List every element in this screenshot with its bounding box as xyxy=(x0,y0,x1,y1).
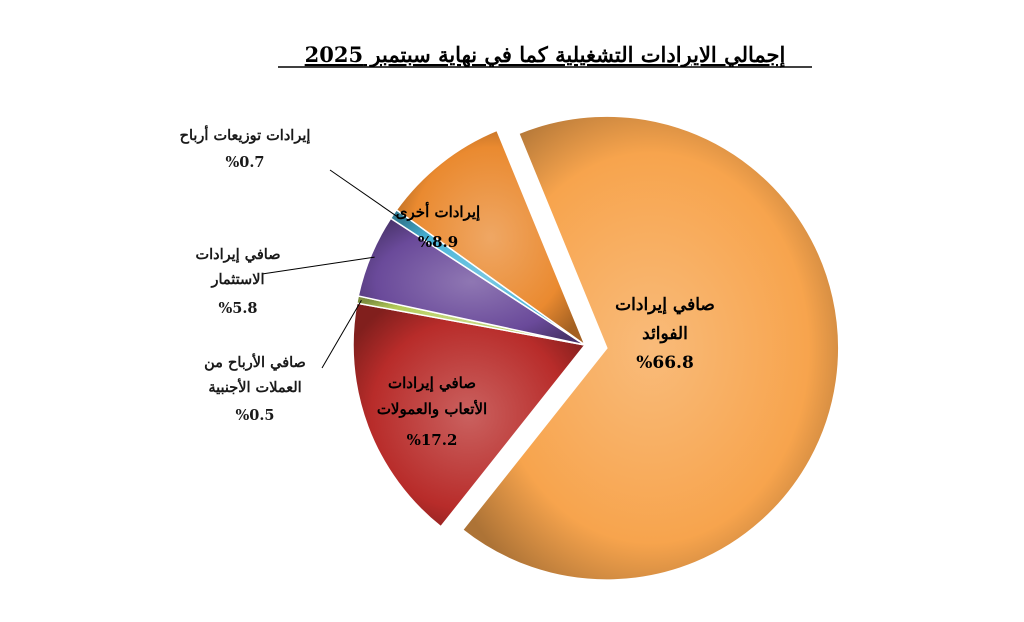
slice-value-investment: %5.8 xyxy=(218,300,257,317)
slice-value-dividends: %0.7 xyxy=(225,154,264,171)
pie-slices xyxy=(352,115,840,581)
slice-label-fx-line2: العملات الأجنبية xyxy=(208,377,301,396)
slice-label-other-line1: إيرادات أخرى xyxy=(396,201,480,221)
slice-label-fx-line1: صافي الأرباح من xyxy=(204,352,306,372)
leader-lines xyxy=(261,169,398,369)
chart-title: إجمالي الايرادات التشغيلية كما في نهاية … xyxy=(305,42,786,68)
slice-value-net-interest: %66.8 xyxy=(636,353,694,373)
slice-value-fees: %17.2 xyxy=(407,431,458,449)
slice-label-fees-line1: صافي إيرادات xyxy=(388,374,476,393)
slice-label-other: إيرادات أخرى %8.9 xyxy=(396,201,480,251)
slice-value-other: %8.9 xyxy=(418,233,458,251)
slice-label-fx: صافي الأرباح من العملات الأجنبية %0.5 xyxy=(204,352,306,424)
pie-slice-net-interest xyxy=(461,115,840,581)
slice-label-investment: صافي إيرادات الاستثمار %5.8 xyxy=(195,246,280,317)
slice-value-fx: %0.5 xyxy=(235,407,274,424)
slice-label-net-interest-line2: الفوائد xyxy=(642,324,688,344)
leader-line-dividends xyxy=(329,169,398,217)
slice-label-fees-line2: الأتعاب والعمولات xyxy=(377,399,487,418)
pie-slice-fees xyxy=(352,302,587,528)
slice-label-net-interest-line1: صافي إيرادات xyxy=(615,295,715,315)
slice-label-fees: صافي إيرادات الأتعاب والعمولات %17.2 xyxy=(377,374,487,449)
slice-label-dividends-line1: إيرادات توزيعات أرباح xyxy=(180,124,311,144)
leader-line-fx xyxy=(321,300,362,369)
pie-slice-other xyxy=(395,129,587,348)
leader-line-investment xyxy=(261,256,375,275)
slice-label-net-interest: صافي إيرادات الفوائد %66.8 xyxy=(615,295,715,373)
slice-label-investment-line2: الاستثمار xyxy=(210,271,264,288)
slice-label-dividends: إيرادات توزيعات أرباح %0.7 xyxy=(180,124,311,171)
slice-label-investment-line1: صافي إيرادات xyxy=(195,246,280,264)
